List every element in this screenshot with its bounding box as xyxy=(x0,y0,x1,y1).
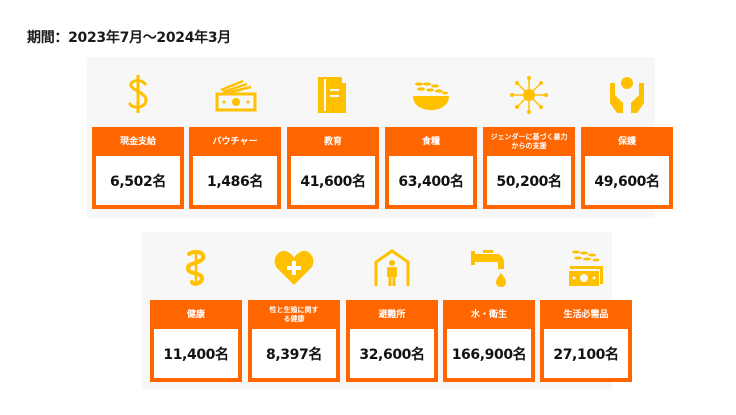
water-tap-icon xyxy=(443,238,535,298)
book-icon xyxy=(287,65,379,125)
category-label: 保護 xyxy=(617,137,636,147)
stat-box: 保護 49,600名 xyxy=(581,127,673,209)
category-label: 避難所 xyxy=(378,310,406,320)
beneficiary-count: 6,502名 xyxy=(96,156,180,205)
beneficiary-count: 27,100名 xyxy=(544,329,628,378)
dollar-icon xyxy=(92,65,184,125)
stat-box: 健康 11,400名 xyxy=(150,300,242,382)
protective-hands-icon xyxy=(581,65,673,125)
category-label: 現金支給 xyxy=(119,137,156,147)
category-label: バウチャー xyxy=(212,137,258,147)
category-label: 生活必需品 xyxy=(563,310,609,320)
banknotes-icon xyxy=(189,65,281,125)
period-heading: 期間：2023年7月～2024年3月 xyxy=(27,30,232,46)
beneficiary-count: 8,397名 xyxy=(252,329,336,378)
network-burst-icon xyxy=(483,65,575,125)
stat-box: 現金支給 6,502名 xyxy=(92,127,184,209)
beneficiary-count: 11,400名 xyxy=(154,329,238,378)
category-label: 食糧 xyxy=(421,137,440,147)
stat-box: 水・衛生 166,900名 xyxy=(443,300,535,382)
beneficiary-count: 49,600名 xyxy=(585,156,669,205)
category-label: 健康 xyxy=(186,310,205,320)
beneficiary-count: 1,486名 xyxy=(193,156,277,205)
grain-money-icon xyxy=(540,238,632,298)
grain-bowl-icon xyxy=(385,65,477,125)
stat-box: 性と生殖に関する健康 8,397名 xyxy=(248,300,340,382)
stat-box: 生活必需品 27,100名 xyxy=(540,300,632,382)
stat-box: 食糧 63,400名 xyxy=(385,127,477,209)
stat-box: 避難所 32,600名 xyxy=(346,300,438,382)
shelter-person-icon xyxy=(346,238,438,298)
stat-box: ジェンダーに基づく暴力からの支援 50,200名 xyxy=(483,127,575,209)
beneficiary-count: 32,600名 xyxy=(350,329,434,378)
snake-staff-icon xyxy=(150,238,242,298)
beneficiary-count: 166,900名 xyxy=(447,329,531,378)
beneficiary-count: 50,200名 xyxy=(487,156,571,205)
heart-plus-icon xyxy=(248,238,340,298)
beneficiary-count: 63,400名 xyxy=(389,156,473,205)
category-label: 性と生殖に関する健康 xyxy=(269,306,319,323)
category-label: 水・衛生 xyxy=(470,310,507,320)
stat-box: バウチャー 1,486名 xyxy=(189,127,281,209)
stat-box: 教育 41,600名 xyxy=(287,127,379,209)
beneficiary-count: 41,600名 xyxy=(291,156,375,205)
category-label: 教育 xyxy=(323,137,342,147)
category-label: ジェンダーに基づく暴力からの支援 xyxy=(490,133,568,150)
